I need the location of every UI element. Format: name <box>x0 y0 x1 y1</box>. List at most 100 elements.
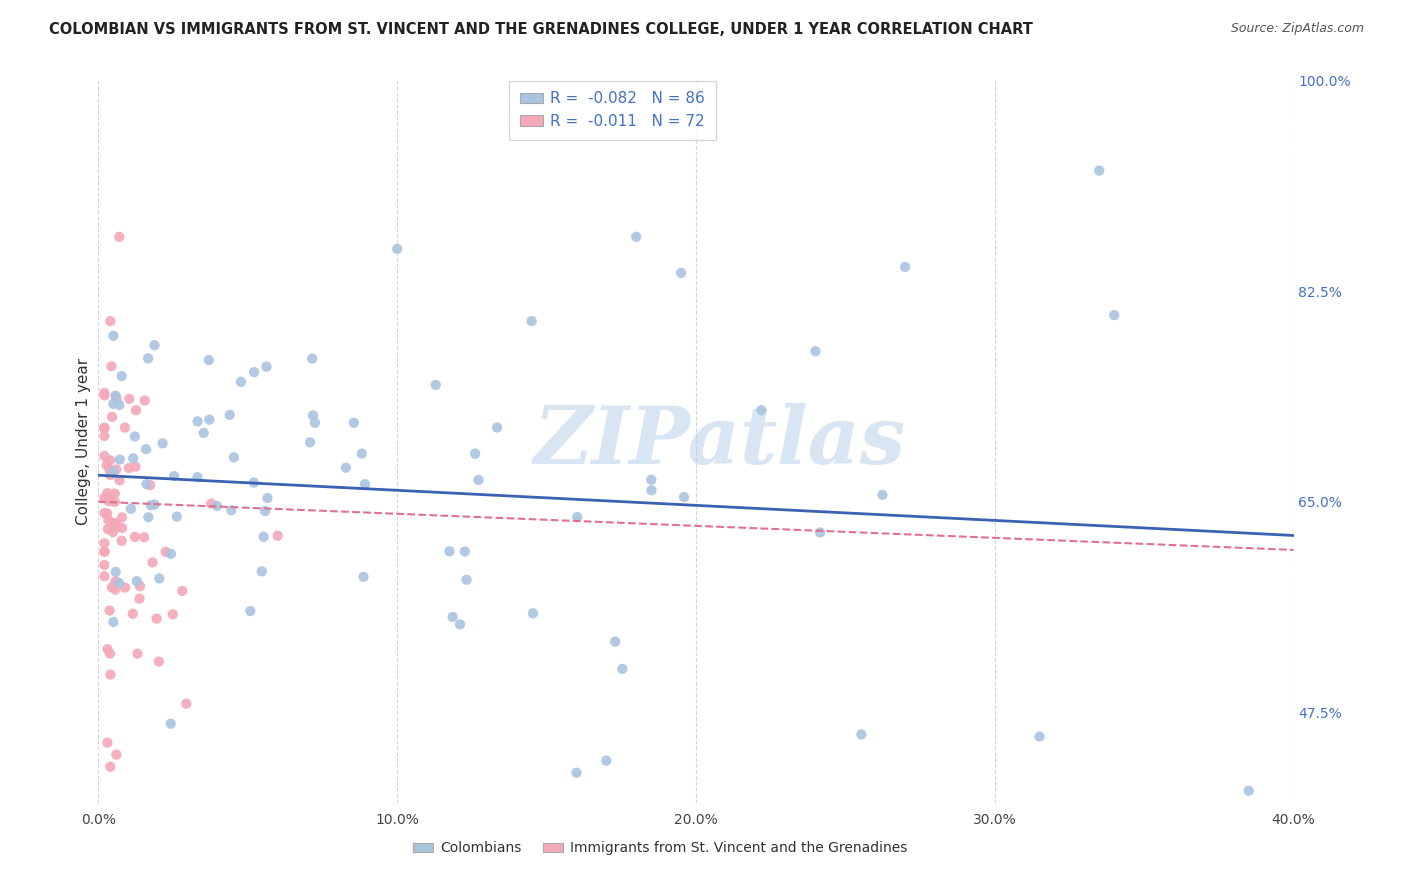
Point <box>105 391 128 405</box>
Point <box>118 392 141 406</box>
Point <box>104 486 127 500</box>
Point <box>96 458 118 472</box>
Point <box>98 603 121 617</box>
Point <box>135 477 157 491</box>
Point <box>100 667 122 681</box>
Point <box>143 338 166 352</box>
Point <box>159 716 181 731</box>
Point <box>98 468 121 483</box>
Point <box>808 525 831 540</box>
Point <box>198 412 221 426</box>
Point <box>105 516 128 531</box>
Point <box>254 504 277 518</box>
Point <box>186 414 208 428</box>
Point <box>456 573 478 587</box>
Point <box>672 490 695 504</box>
Point <box>122 451 145 466</box>
Point <box>108 575 131 590</box>
Point <box>104 574 127 589</box>
Point <box>104 389 127 403</box>
Point <box>97 513 120 527</box>
Point <box>176 697 198 711</box>
Point <box>96 735 118 749</box>
Point <box>603 634 626 648</box>
Point <box>108 229 131 244</box>
Point <box>1088 163 1111 178</box>
Point <box>98 759 122 773</box>
Point <box>121 607 143 621</box>
Point <box>612 662 634 676</box>
Point <box>104 520 127 534</box>
Point <box>96 486 118 500</box>
Point <box>522 607 544 621</box>
Point <box>595 754 617 768</box>
Point <box>626 229 648 244</box>
Point <box>301 351 323 366</box>
Point <box>136 510 159 524</box>
Point <box>163 469 186 483</box>
Point <box>132 530 155 544</box>
Point <box>105 747 128 762</box>
Point <box>145 611 167 625</box>
Point <box>103 328 125 343</box>
Point <box>243 475 266 490</box>
Point <box>101 580 124 594</box>
Point <box>350 447 373 461</box>
Point <box>104 582 127 597</box>
Point <box>98 462 121 476</box>
Point <box>186 470 208 484</box>
Point <box>197 353 219 368</box>
Point <box>100 359 122 374</box>
Point <box>108 452 131 467</box>
Point <box>299 435 322 450</box>
Point <box>129 579 152 593</box>
Point <box>139 498 162 512</box>
Point <box>567 510 589 524</box>
Point <box>353 570 375 584</box>
Point <box>454 544 477 558</box>
Point <box>93 558 115 572</box>
Point <box>640 473 662 487</box>
Point <box>804 344 827 359</box>
Point <box>127 647 149 661</box>
Point <box>96 507 118 521</box>
Point <box>128 591 150 606</box>
Point <box>124 459 146 474</box>
Point <box>464 447 486 461</box>
Point <box>93 420 115 434</box>
Point <box>111 369 134 384</box>
Point <box>93 536 115 550</box>
Point <box>98 314 122 328</box>
Point <box>111 510 134 524</box>
Point <box>193 425 215 440</box>
Point <box>148 572 170 586</box>
Point <box>520 314 543 328</box>
Point <box>162 607 184 622</box>
Point <box>111 521 134 535</box>
Legend: Colombians, Immigrants from St. Vincent and the Grenadines: Colombians, Immigrants from St. Vincent … <box>406 836 914 861</box>
Point <box>239 604 262 618</box>
Point <box>1104 308 1126 322</box>
Point <box>103 464 125 478</box>
Point <box>111 533 134 548</box>
Point <box>114 420 136 434</box>
Point <box>104 565 127 579</box>
Point <box>166 509 188 524</box>
Point <box>148 655 170 669</box>
Point <box>1237 784 1260 798</box>
Point <box>97 494 120 508</box>
Point <box>93 388 115 402</box>
Point <box>894 260 917 274</box>
Point <box>93 545 115 559</box>
Point <box>872 488 894 502</box>
Point <box>354 477 377 491</box>
Point <box>253 530 276 544</box>
Point <box>93 569 115 583</box>
Point <box>139 478 162 492</box>
Point <box>124 429 146 443</box>
Point <box>108 398 131 412</box>
Point <box>136 351 159 366</box>
Point <box>222 450 245 465</box>
Point <box>152 436 174 450</box>
Point <box>243 365 266 379</box>
